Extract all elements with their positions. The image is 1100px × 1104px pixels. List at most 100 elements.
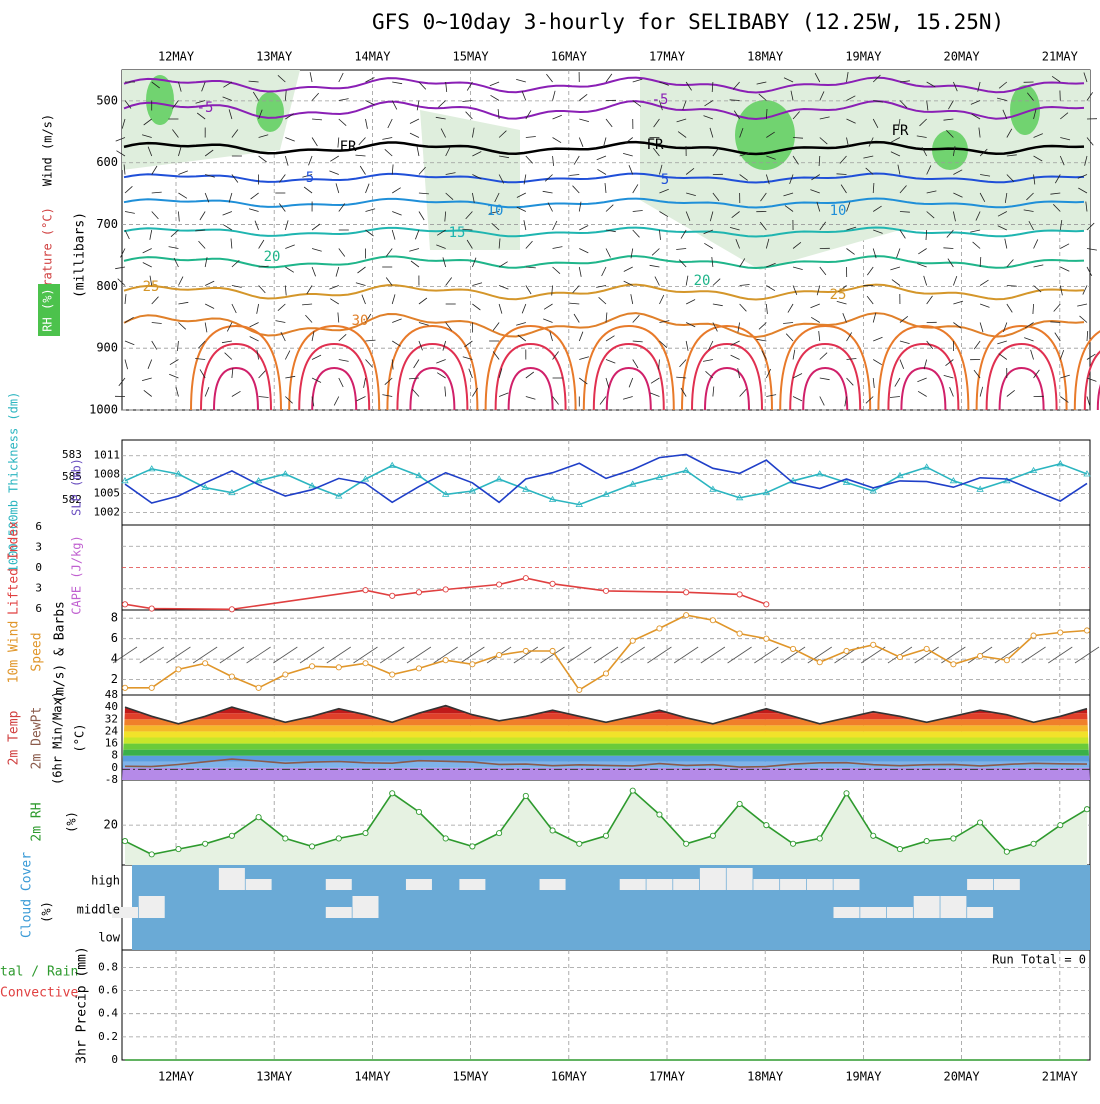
cloud-bar xyxy=(406,879,432,890)
wind-barb xyxy=(410,119,419,124)
wind-barb xyxy=(330,156,338,161)
wind-barb xyxy=(927,296,933,304)
wind-barb xyxy=(1087,331,1088,341)
date-label-top: 13MAY xyxy=(256,50,293,64)
wind-barb xyxy=(713,387,714,397)
precip-total-label: tal / Rain xyxy=(0,965,78,980)
wind-barb xyxy=(740,285,750,286)
boundary-layer-contour xyxy=(312,368,356,410)
wind-barb xyxy=(285,351,290,360)
data-point xyxy=(336,836,341,841)
data-point xyxy=(1004,658,1009,663)
data-point xyxy=(978,820,983,825)
data-point xyxy=(871,642,876,647)
wind-barb xyxy=(766,304,767,314)
wind-barb xyxy=(569,303,579,304)
wind-barb xyxy=(579,119,589,122)
isotherm-30 xyxy=(124,313,1084,337)
wind-barb xyxy=(1022,647,1046,663)
date-label-bottom: 21MAY xyxy=(1042,1070,1079,1084)
wind-barb xyxy=(142,378,152,381)
wind-barb xyxy=(279,204,285,212)
data-point xyxy=(443,836,448,841)
wind-barb xyxy=(712,257,713,267)
slp-tick-label: 1005 xyxy=(94,487,121,500)
run-total-label: Run Total = 0 xyxy=(992,953,1086,967)
wind-barb xyxy=(713,304,723,306)
wind-barb xyxy=(1054,304,1061,312)
wind-barb xyxy=(285,156,288,166)
cloud-bar xyxy=(914,896,940,918)
date-label-bottom: 20MAY xyxy=(944,1070,981,1084)
wind-barb xyxy=(339,73,343,82)
wind-barb xyxy=(900,360,904,369)
wind-barb xyxy=(631,294,633,304)
cloud-axis-label: Cloud Cover xyxy=(20,852,35,938)
data-point xyxy=(951,662,956,667)
data-point xyxy=(309,664,314,669)
wind-barb xyxy=(169,247,179,249)
wind-barb xyxy=(522,91,526,100)
wind-barb xyxy=(250,323,259,327)
wind-barb xyxy=(150,230,152,240)
cloud-bar xyxy=(887,907,913,918)
y-tick-label: 4 xyxy=(111,652,118,666)
wind-barb xyxy=(336,267,339,277)
wind-barb xyxy=(364,378,366,388)
data-point xyxy=(390,593,395,598)
data-point xyxy=(1058,823,1063,828)
wind-barb xyxy=(522,304,526,313)
temperature-band xyxy=(122,750,1090,756)
wind-barb xyxy=(388,119,392,128)
wind-barb xyxy=(629,378,633,387)
cloud-bar xyxy=(967,907,993,918)
cloud-bar xyxy=(780,879,806,890)
wind-barb xyxy=(339,360,349,362)
contour-label: FR xyxy=(647,137,664,153)
data-point xyxy=(203,841,208,846)
wind-barb xyxy=(543,319,552,323)
wind-barb xyxy=(526,372,534,378)
contour-label: -5 xyxy=(652,92,669,108)
data-point xyxy=(122,602,127,607)
moisture-shading xyxy=(420,110,520,250)
wind-barb xyxy=(312,138,317,147)
temperature-band xyxy=(122,731,1090,737)
wind-barb xyxy=(1007,304,1012,312)
data-point xyxy=(790,841,795,846)
data-point xyxy=(283,672,288,677)
boundary-layer-contour xyxy=(594,344,664,410)
wind-barb xyxy=(652,249,659,256)
contour-label: 10 xyxy=(830,203,847,219)
wind-barb xyxy=(890,397,900,398)
data-point xyxy=(924,838,929,843)
wind-barb xyxy=(924,276,927,286)
slp-tick-label: 1002 xyxy=(94,505,121,518)
wind-barb xyxy=(793,286,797,295)
wind-barb xyxy=(703,360,713,362)
wind-barb xyxy=(897,249,900,258)
wind-barb xyxy=(606,249,611,258)
slp-tick-label: 1011 xyxy=(94,449,121,462)
wind-barb xyxy=(926,230,927,240)
contour-label: FR xyxy=(340,139,357,155)
y-tick-label: 900 xyxy=(96,341,118,355)
wind-barb xyxy=(731,355,740,359)
wind-barb xyxy=(783,323,793,324)
data-point xyxy=(871,833,876,838)
data-point xyxy=(176,846,181,851)
data-point xyxy=(470,662,475,667)
wind-barb xyxy=(597,169,606,174)
boundary-layer-contour xyxy=(888,344,958,410)
wind-barb xyxy=(526,110,531,119)
millibars-axis-label: (millibars) xyxy=(73,212,88,298)
wind-barb xyxy=(701,647,725,663)
data-point xyxy=(416,590,421,595)
wind-barb xyxy=(843,313,847,322)
y-tick-label: 500 xyxy=(96,93,118,107)
data-point xyxy=(1084,628,1089,633)
wind-barb xyxy=(490,82,499,86)
wind-barb xyxy=(1060,267,1069,271)
wind-barb xyxy=(232,368,233,378)
wind-barb xyxy=(1031,350,1034,360)
